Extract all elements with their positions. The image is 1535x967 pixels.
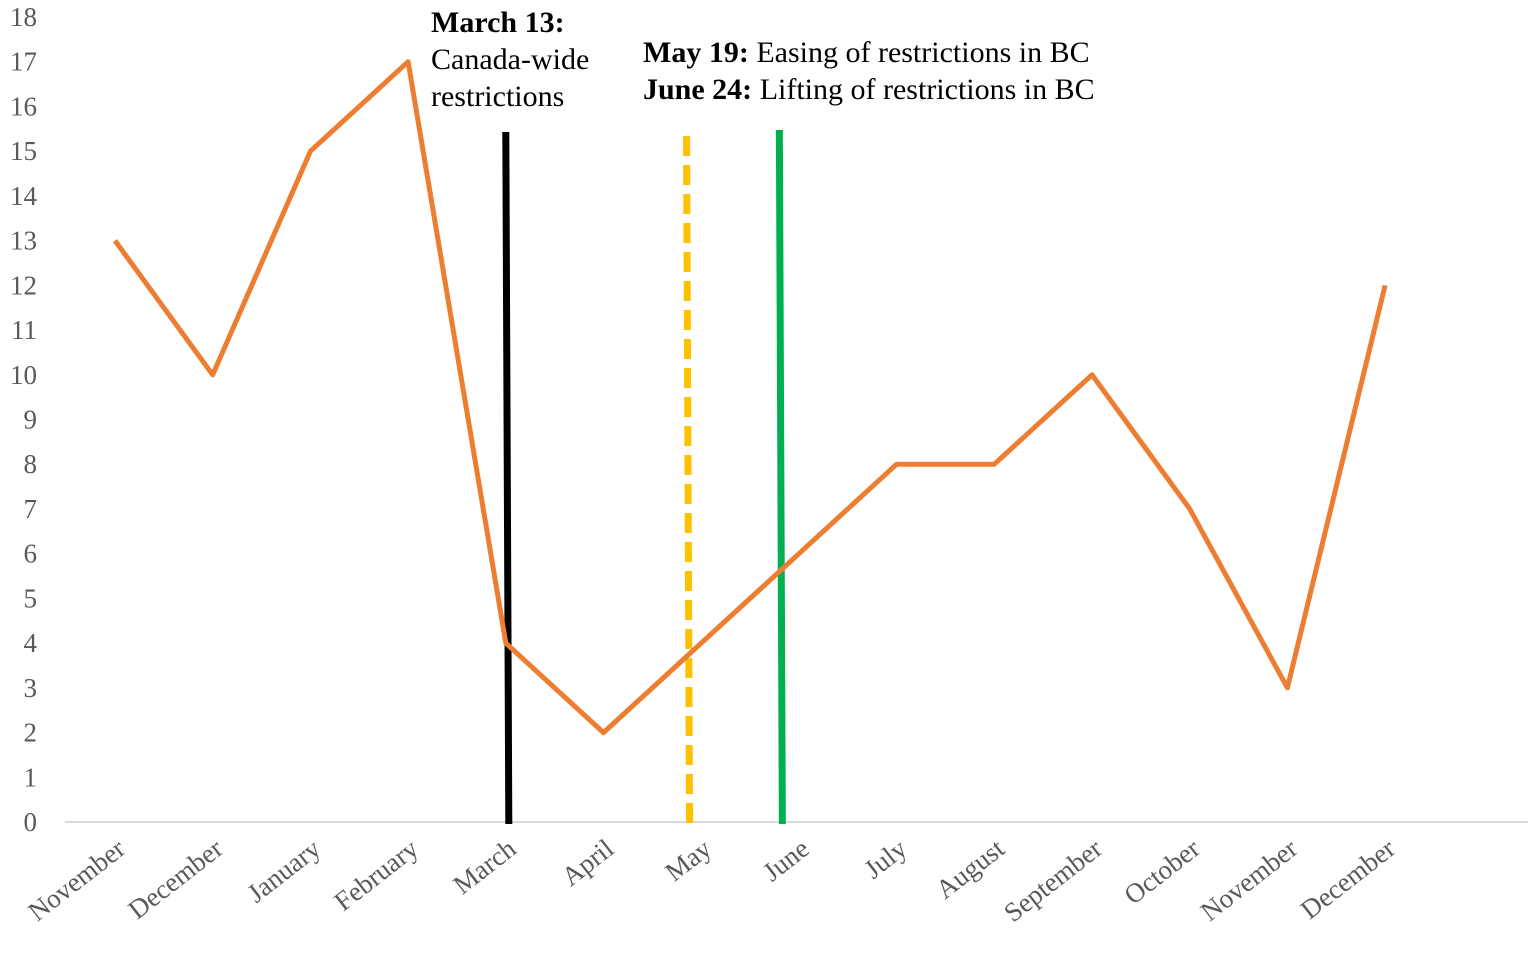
x-tick-label: December xyxy=(1295,833,1401,925)
annotation-march-13-date: March 13: xyxy=(431,6,565,39)
annotation-june-24-date: June 24: xyxy=(643,73,753,106)
event-lines xyxy=(502,129,786,825)
x-tick-label: October xyxy=(1118,833,1205,910)
x-tick-label: September xyxy=(998,833,1107,928)
y-tick-label: 5 xyxy=(24,583,38,613)
y-tick-label: 2 xyxy=(24,718,38,748)
x-tick-label: March xyxy=(447,833,521,900)
annotation-march-13-line-2: restrictions xyxy=(431,80,565,113)
y-tick-label: 0 xyxy=(24,807,38,837)
annotation-march-13: March 13: Canada-wide restrictions xyxy=(431,4,589,115)
y-tick-label: 4 xyxy=(24,628,38,658)
y-tick-label: 13 xyxy=(10,226,37,256)
x-tick-label: November xyxy=(22,833,130,927)
y-tick-label: 7 xyxy=(24,494,38,524)
x-tick-label: June xyxy=(757,833,814,887)
y-tick-label: 17 xyxy=(10,47,37,77)
y-tick-label: 6 xyxy=(24,539,38,569)
x-tick-label: November xyxy=(1195,833,1303,927)
x-tick-label: January xyxy=(241,833,326,909)
y-tick-label: 3 xyxy=(24,673,38,703)
y-tick-label: 9 xyxy=(24,405,38,435)
y-tick-label: 12 xyxy=(10,270,37,300)
x-tick-label: May xyxy=(659,833,717,887)
x-tick-label: December xyxy=(123,833,229,925)
annotation-march-13-line-1: Canada-wide xyxy=(431,43,590,76)
x-tick-label: August xyxy=(930,833,1010,905)
y-tick-label: 11 xyxy=(11,315,37,345)
x-tick-label: July xyxy=(858,833,912,885)
annotation-may-19-text: Easing of restrictions in BC xyxy=(756,36,1090,69)
y-tick-label: 16 xyxy=(10,91,37,121)
y-tick-label: 18 xyxy=(10,2,37,32)
y-tick-label: 1 xyxy=(24,762,38,792)
y-tick-label: 15 xyxy=(10,136,37,166)
x-tick-label: February xyxy=(329,833,425,917)
annotation-may-19-date: May 19: xyxy=(643,36,749,69)
y-tick-label: 10 xyxy=(10,360,37,390)
event-line-2 xyxy=(683,135,694,825)
x-tick-label: April xyxy=(556,833,619,892)
annotation-june-24: June 24: Lifting of restrictions in BC xyxy=(643,71,1095,108)
series-line xyxy=(112,59,1388,736)
annotation-june-24-text: Lifting of restrictions in BC xyxy=(759,73,1095,106)
annotation-may-19: May 19: Easing of restrictions in BC xyxy=(643,34,1090,71)
y-tick-label: 8 xyxy=(24,449,38,479)
event-line-3 xyxy=(775,129,786,825)
event-line-1 xyxy=(502,131,513,825)
y-tick-label: 14 xyxy=(10,181,38,211)
